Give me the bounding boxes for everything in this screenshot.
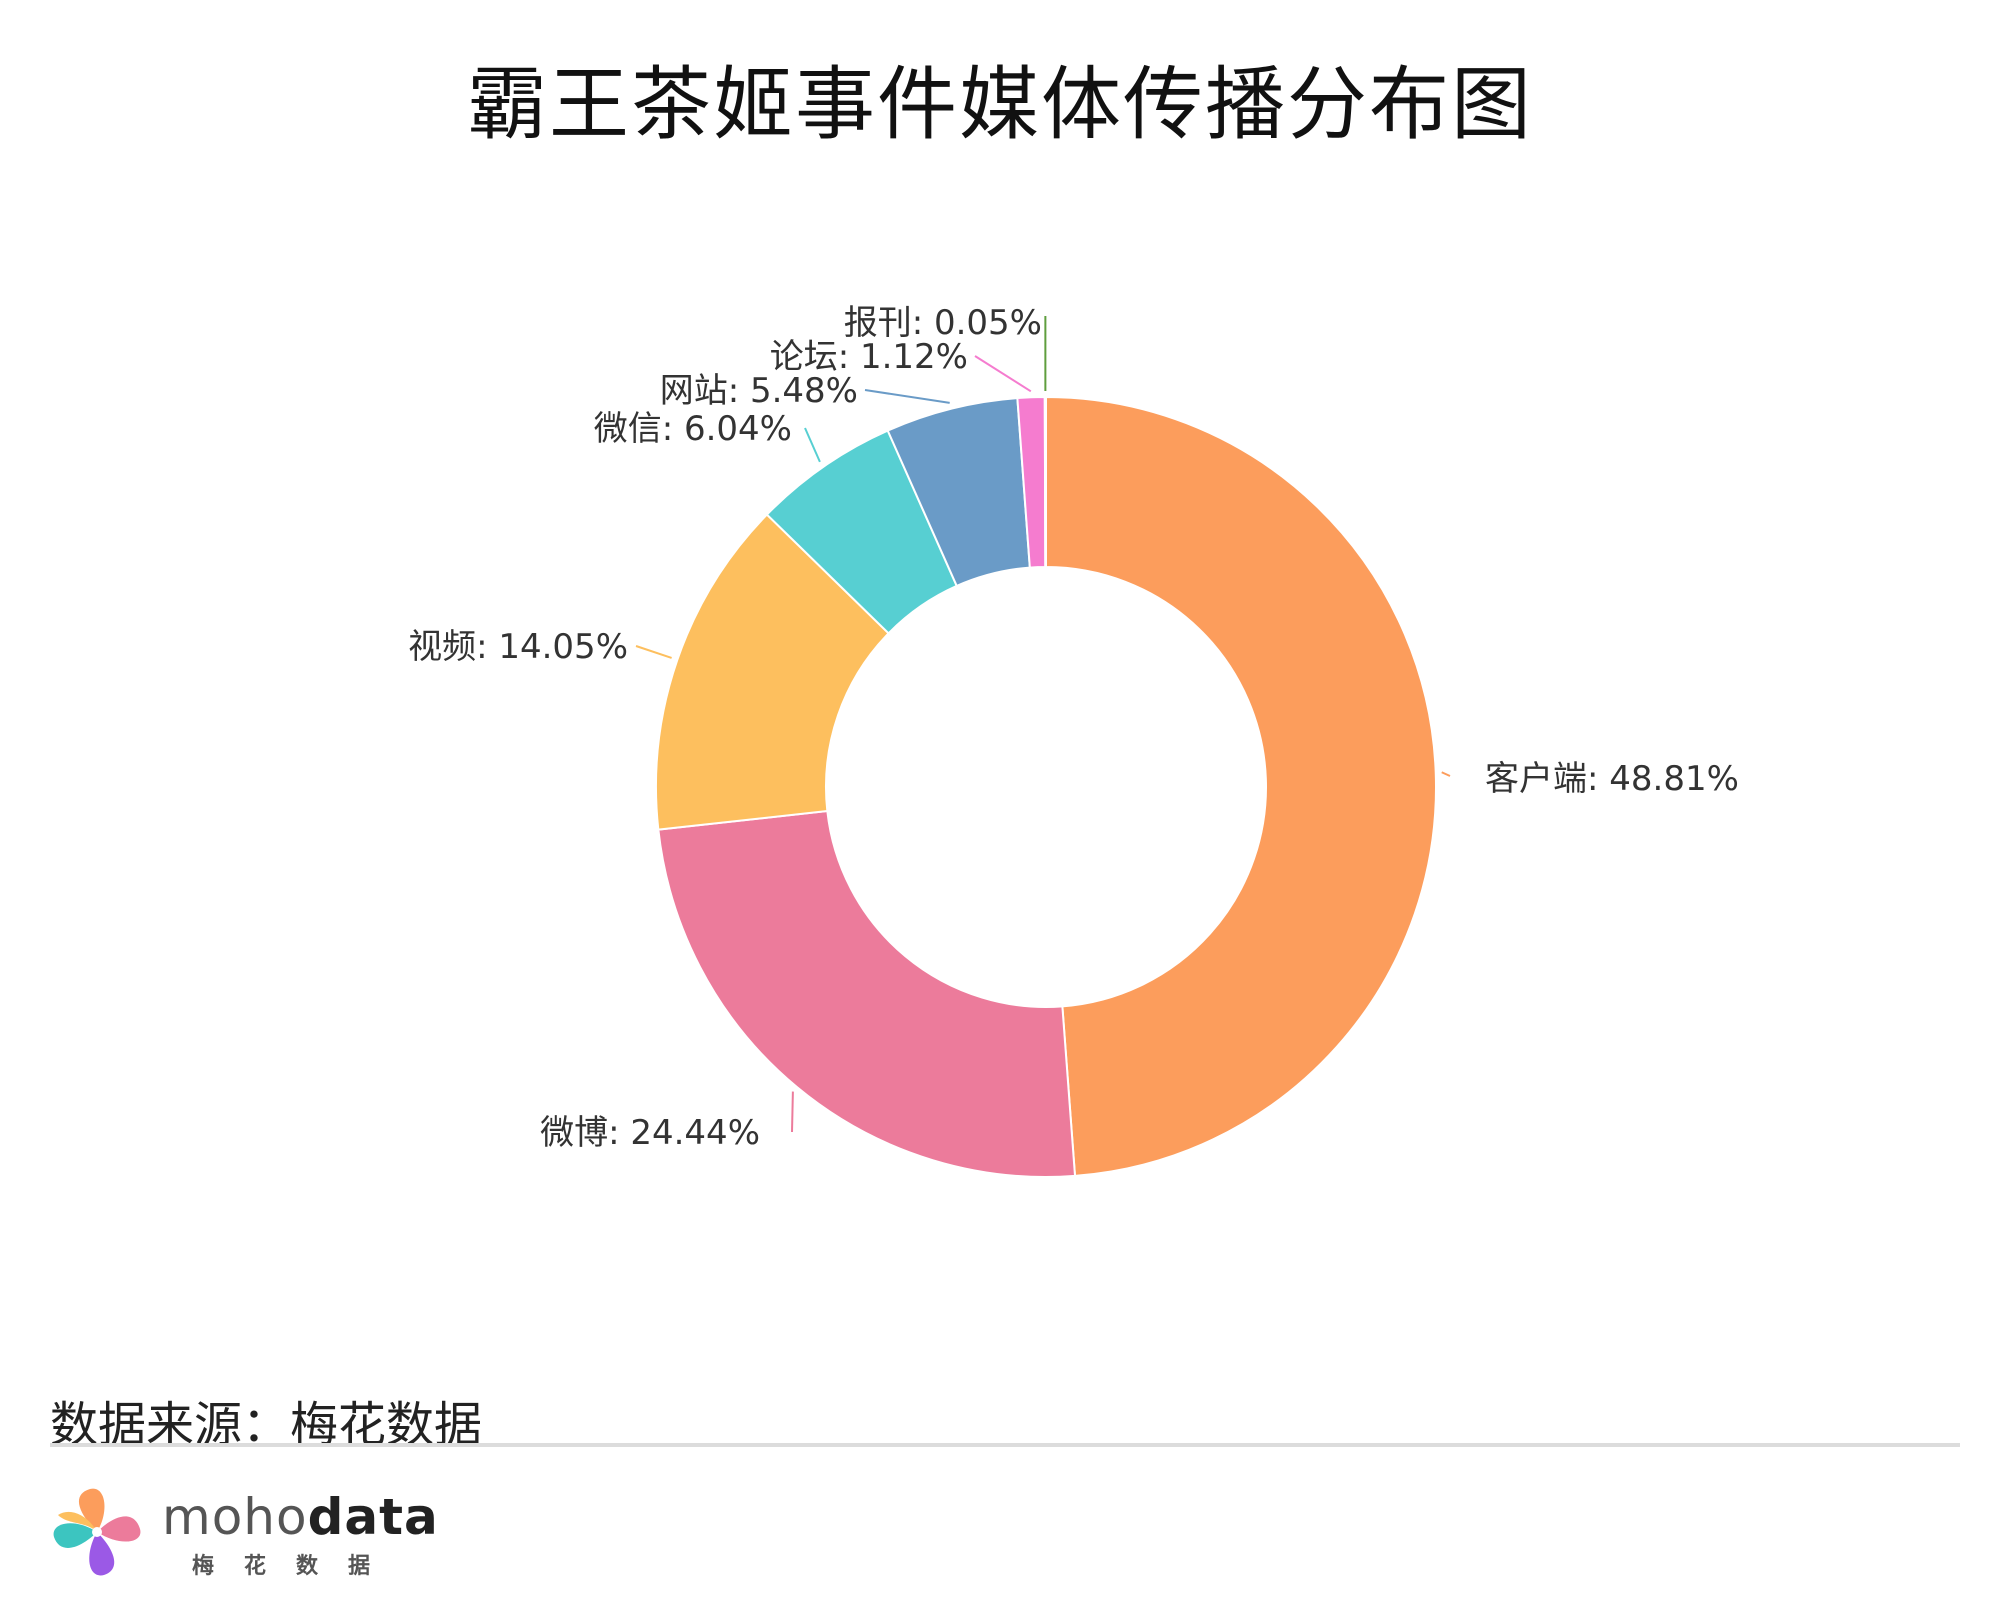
leader-line-3 [804,427,821,463]
slice-label-2: 视频: 14.05% [408,627,628,667]
donut-slices [655,395,1437,1178]
donut-chart: 客户端: 48.81% 微博: 24.44% 视频: 14.05% 微信: 6.04%… [408,303,1739,1178]
donut-slice-0 [1045,395,1437,1177]
footer-divider [50,1443,1960,1447]
pinwheel-logo-icon [53,1488,141,1576]
chart-title: 霸王茶姬事件媒体传播分布图 [467,58,1533,151]
slice-label-4: 网站: 5.48% [660,371,858,411]
brand-subtitle: 梅花数据 [192,1554,401,1579]
leader-line-5 [974,355,1032,393]
slice-labels: 客户端: 48.81% 微博: 24.44% 视频: 14.05% 微信: 6.04%… [408,303,1739,1153]
brand-block: mohodata 梅花数据 [50,1480,470,1580]
slice-label-0: 客户端: 48.81% [1485,759,1739,799]
leader-line-0 [1441,771,1451,777]
leader-lines [635,316,1451,1133]
donut-slice-1 [657,809,1077,1178]
leader-line-1 [791,1091,794,1133]
slice-label-5: 论坛: 1.12% [770,337,968,377]
leader-line-2 [635,645,672,659]
donut-slice-2 [655,513,890,831]
brand-name-light: moho [162,1488,308,1546]
brand-name-bold: data [307,1488,439,1546]
leader-line-4 [864,389,950,404]
brand-name: mohodata [162,1488,439,1546]
slice-label-1: 微博: 24.44% [540,1113,760,1153]
slice-label-3: 微信: 6.04% [594,409,792,449]
donut-slice-6 [1043,395,1047,569]
slice-label-6: 报刊: 0.05% [844,303,1042,343]
